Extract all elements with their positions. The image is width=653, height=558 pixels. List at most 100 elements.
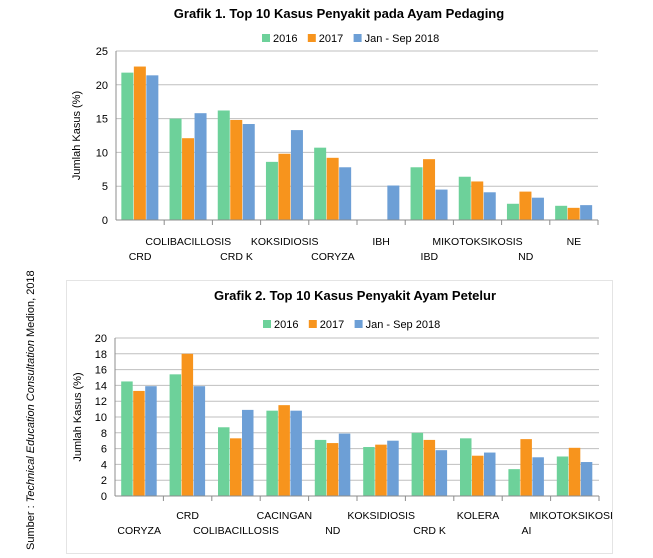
y-tick-label: 12 — [95, 396, 107, 408]
bar-2017-7 — [471, 181, 484, 220]
bar-2017-4 — [326, 157, 339, 220]
legend-label-2: Jan - Sep 2018 — [365, 33, 440, 45]
bar-2016-7 — [458, 176, 471, 220]
y-tick-label: 6 — [101, 444, 107, 456]
bar-jan---sep-2018-4 — [338, 433, 351, 496]
bar-2016-9 — [555, 205, 568, 220]
x-tick-label: CORYZA — [311, 251, 355, 263]
legend-label-2: Jan - Sep 2018 — [366, 319, 441, 331]
x-tick-label: KOLERA — [457, 510, 500, 522]
bar-jan---sep-2018-0 — [146, 75, 159, 220]
legend-label-0: 2016 — [274, 319, 298, 331]
bar-2016-8 — [506, 203, 519, 220]
x-tick-label: MIKOTOKSIKOSIS — [530, 510, 612, 522]
chart-title: Grafik 2. Top 10 Kasus Penyakit Ayam Pet… — [214, 288, 496, 303]
bar-2017-4 — [326, 443, 339, 496]
x-tick-label: ND — [325, 525, 341, 537]
bar-2017-0 — [133, 66, 146, 220]
bar-jan---sep-2018-0 — [145, 386, 157, 496]
bar-2017-5 — [375, 444, 387, 496]
y-tick-label: 0 — [101, 491, 107, 503]
chart-panel-broiler: Grafik 1. Top 10 Kasus Penyakit pada Aya… — [66, 0, 613, 268]
y-tick-label: 14 — [95, 380, 107, 392]
bar-jan---sep-2018-2 — [242, 124, 255, 220]
x-tick-label: CRD — [129, 251, 152, 263]
bar-2016-8 — [508, 469, 520, 496]
x-tick-label: CRD K — [220, 251, 253, 263]
bar-jan---sep-2018-2 — [242, 409, 254, 496]
bar-2016-0 — [121, 381, 133, 496]
y-axis-label: Jumlah Kasus (%) — [71, 91, 83, 180]
bar-2016-3 — [266, 410, 278, 496]
y-tick-label: 16 — [95, 365, 107, 377]
bar-2017-1 — [181, 353, 194, 496]
bar-chart-broiler: Grafik 1. Top 10 Kasus Penyakit pada Aya… — [71, 6, 599, 263]
legend-swatch-1 — [307, 34, 316, 42]
bar-2016-3 — [265, 161, 278, 220]
x-tick-label: IBH — [372, 236, 390, 248]
bar-2017-3 — [278, 153, 291, 220]
bar-jan---sep-2018-3 — [290, 410, 302, 496]
bar-2016-2 — [218, 427, 230, 496]
x-tick-label: COLIBACILLOSIS — [145, 236, 231, 248]
x-tick-label: CRD K — [413, 525, 446, 537]
legend-label-1: 2017 — [320, 319, 344, 331]
bar-2017-8 — [520, 439, 532, 496]
bar-2017-6 — [423, 159, 436, 220]
legend-swatch-0 — [262, 34, 270, 42]
y-tick-label: 10 — [95, 412, 107, 424]
y-tick-label: 0 — [102, 215, 108, 227]
bar-jan---sep-2018-1 — [194, 113, 207, 220]
bar-jan---sep-2018-8 — [531, 197, 544, 220]
y-tick-label: 20 — [96, 80, 108, 92]
bar-jan---sep-2018-7 — [484, 452, 496, 496]
bar-2017-3 — [278, 405, 290, 496]
bar-2017-9 — [568, 447, 581, 496]
legend-label-0: 2016 — [273, 33, 297, 45]
x-tick-label: CORYZA — [117, 525, 161, 537]
legend-label-1: 2017 — [319, 33, 343, 45]
bar-jan---sep-2018-6 — [435, 189, 448, 220]
x-tick-label: MIKOTOKSIKOSIS — [432, 236, 522, 248]
y-tick-label: 25 — [96, 46, 108, 58]
bar-2017-2 — [230, 438, 242, 496]
bar-jan---sep-2018-9 — [580, 462, 593, 496]
bar-jan---sep-2018-3 — [290, 130, 303, 220]
bar-2016-6 — [410, 167, 423, 220]
source-note-text: Sumber : Technical Education Consultatio… — [25, 270, 37, 550]
bar-2017-7 — [472, 455, 484, 496]
y-tick-label: 8 — [101, 428, 107, 440]
legend-swatch-2 — [353, 34, 362, 42]
x-tick-label: KOKSIDIOSIS — [251, 236, 319, 248]
bar-2016-1 — [169, 118, 182, 220]
bar-jan---sep-2018-9 — [580, 205, 593, 220]
x-tick-label: COLIBACILLOSIS — [193, 525, 279, 537]
bar-jan---sep-2018-5 — [387, 185, 400, 220]
bar-2017-9 — [567, 207, 580, 220]
bar-chart-layer: Grafik 2. Top 10 Kasus Penyakit Ayam Pet… — [72, 288, 620, 537]
x-tick-label: KOKSIDIOSIS — [347, 510, 415, 522]
chart-panel-layer: Grafik 2. Top 10 Kasus Penyakit Ayam Pet… — [66, 280, 620, 554]
bar-2016-0 — [121, 72, 134, 220]
bar-2016-9 — [556, 456, 569, 496]
bar-2016-4 — [314, 439, 327, 496]
bar-jan---sep-2018-5 — [387, 440, 399, 496]
bar-jan---sep-2018-4 — [339, 167, 352, 220]
x-tick-label: NE — [567, 236, 582, 248]
y-tick-label: 18 — [95, 349, 107, 361]
bar-jan---sep-2018-7 — [483, 192, 496, 220]
bar-2016-6 — [411, 432, 424, 496]
bar-2017-2 — [230, 119, 243, 220]
y-tick-label: 5 — [102, 181, 108, 193]
bar-jan---sep-2018-8 — [532, 457, 544, 496]
legend-swatch-2 — [354, 320, 363, 328]
bar-2016-2 — [217, 110, 230, 220]
legend-swatch-1 — [308, 320, 317, 328]
legend-swatch-0 — [263, 320, 271, 328]
x-tick-label: IBD — [421, 251, 439, 263]
x-tick-label: CRD — [176, 510, 199, 522]
y-tick-label: 10 — [96, 147, 108, 159]
bar-2016-1 — [169, 374, 182, 496]
bar-jan---sep-2018-1 — [193, 386, 206, 496]
bar-2017-0 — [133, 390, 145, 496]
